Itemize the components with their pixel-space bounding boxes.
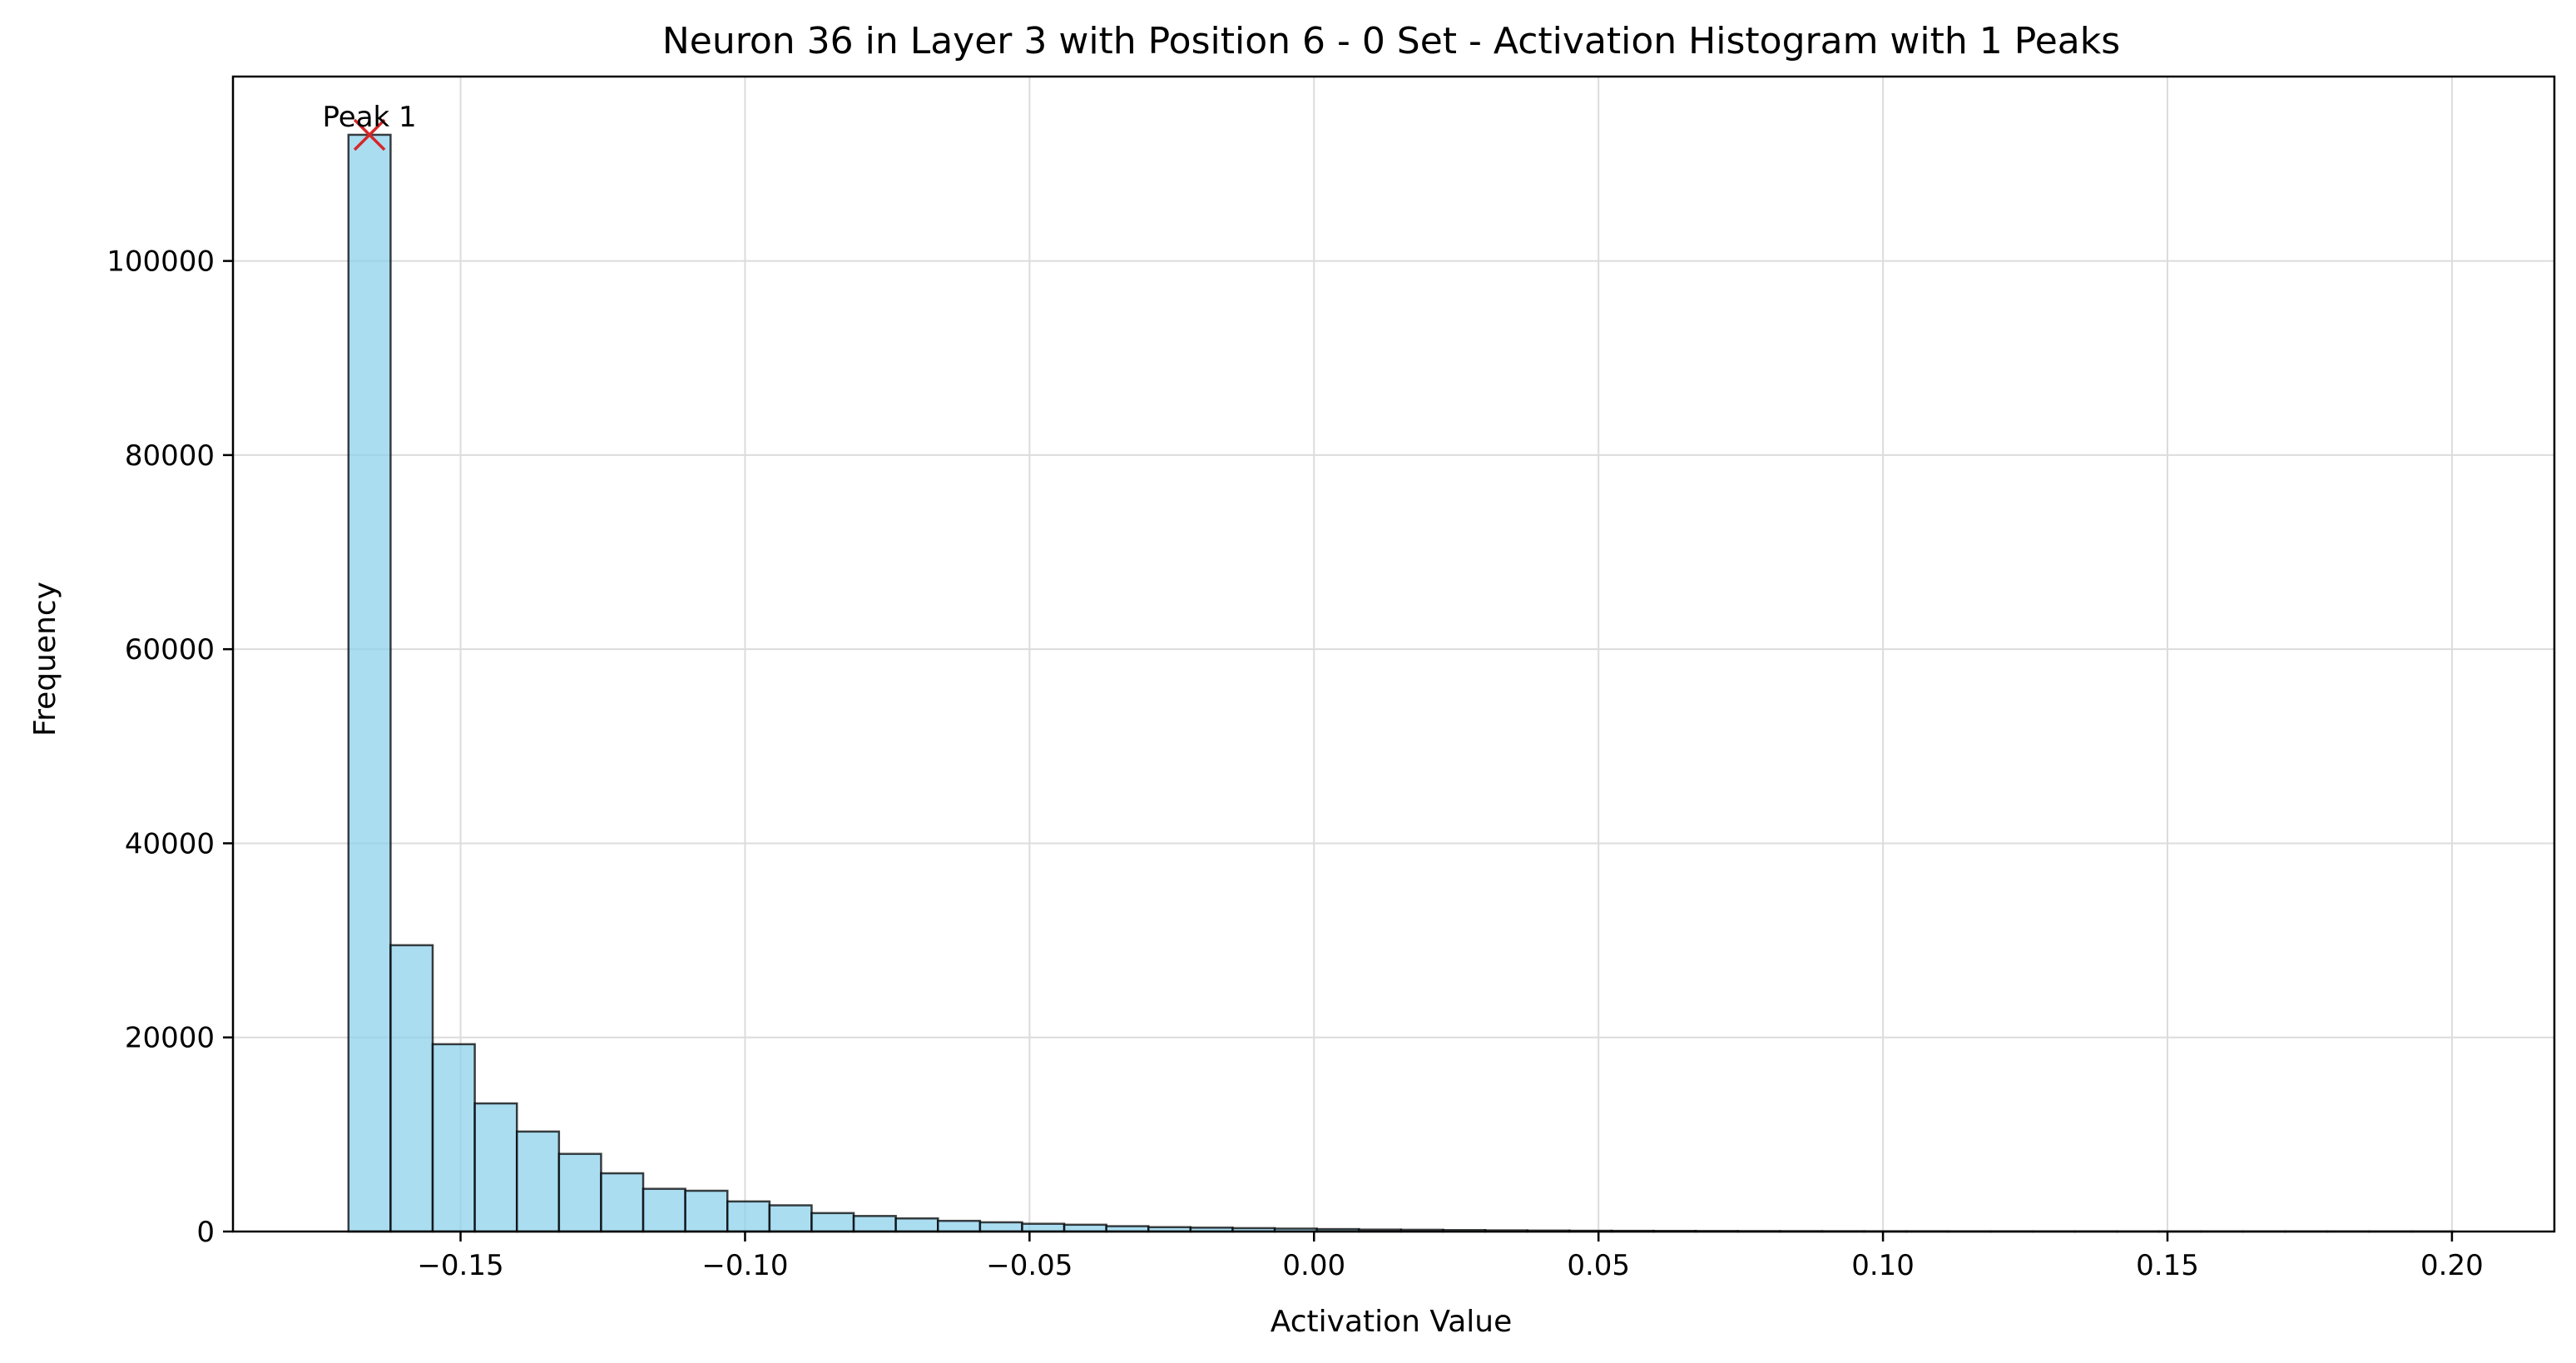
histogram-bar bbox=[768, 1204, 813, 1233]
histogram-bar bbox=[642, 1187, 686, 1233]
histogram-bars bbox=[347, 133, 2455, 1233]
histogram-bar bbox=[347, 133, 392, 1233]
histogram-bar bbox=[894, 1217, 939, 1233]
histogram-bar bbox=[473, 1102, 518, 1233]
histogram-bar bbox=[600, 1172, 645, 1233]
peak-markers: Peak 1 bbox=[323, 101, 417, 151]
grid-lines bbox=[233, 77, 2554, 1232]
peak-marker bbox=[353, 118, 386, 151]
y-tick-label: 20000 bbox=[125, 1022, 215, 1055]
x-tick-label: 0.20 bbox=[2420, 1249, 2484, 1282]
x-tick-label: 0.00 bbox=[1282, 1249, 1345, 1282]
histogram-bar bbox=[515, 1130, 561, 1233]
histogram-bar bbox=[937, 1219, 982, 1233]
y-tick-label: 100000 bbox=[107, 245, 215, 279]
x-tick-label: 0.05 bbox=[1567, 1249, 1630, 1282]
histogram-bar bbox=[852, 1215, 897, 1233]
x-axis-label: Activation Value bbox=[1271, 1305, 1513, 1339]
histogram-bar bbox=[1021, 1222, 1066, 1233]
y-tick-label: 40000 bbox=[125, 827, 215, 860]
x-tick-label: −0.05 bbox=[986, 1249, 1073, 1282]
histogram-bar bbox=[557, 1152, 602, 1233]
x-tick-label: −0.15 bbox=[417, 1249, 503, 1282]
histogram-bar bbox=[684, 1189, 729, 1233]
histogram-bar bbox=[810, 1212, 855, 1233]
histogram-bar bbox=[978, 1221, 1023, 1233]
histogram-bar bbox=[431, 1043, 476, 1233]
x-tick-label: −0.10 bbox=[701, 1249, 788, 1282]
plot-frame bbox=[231, 75, 2556, 1233]
y-tick-label: 0 bbox=[196, 1216, 215, 1249]
x-tick-label: 0.10 bbox=[1851, 1249, 1915, 1282]
y-axis-ticks: 0 20000 40000 60000 80000 100000 bbox=[107, 245, 233, 1249]
y-axis-label: Frequency bbox=[28, 582, 62, 736]
y-tick-label: 60000 bbox=[125, 633, 215, 667]
y-tick-label: 80000 bbox=[125, 439, 215, 473]
x-axis-ticks: −0.15 −0.10 −0.05 0.00 0.05 0.10 0.15 0.20 bbox=[417, 1232, 2484, 1282]
histogram-bar bbox=[389, 944, 434, 1233]
chart-title: Neuron 36 in Layer 3 with Position 6 - 0… bbox=[662, 20, 2120, 62]
histogram-bar bbox=[726, 1200, 771, 1233]
x-tick-label: 0.15 bbox=[2136, 1249, 2199, 1282]
peak-label: Peak 1 bbox=[323, 101, 417, 134]
